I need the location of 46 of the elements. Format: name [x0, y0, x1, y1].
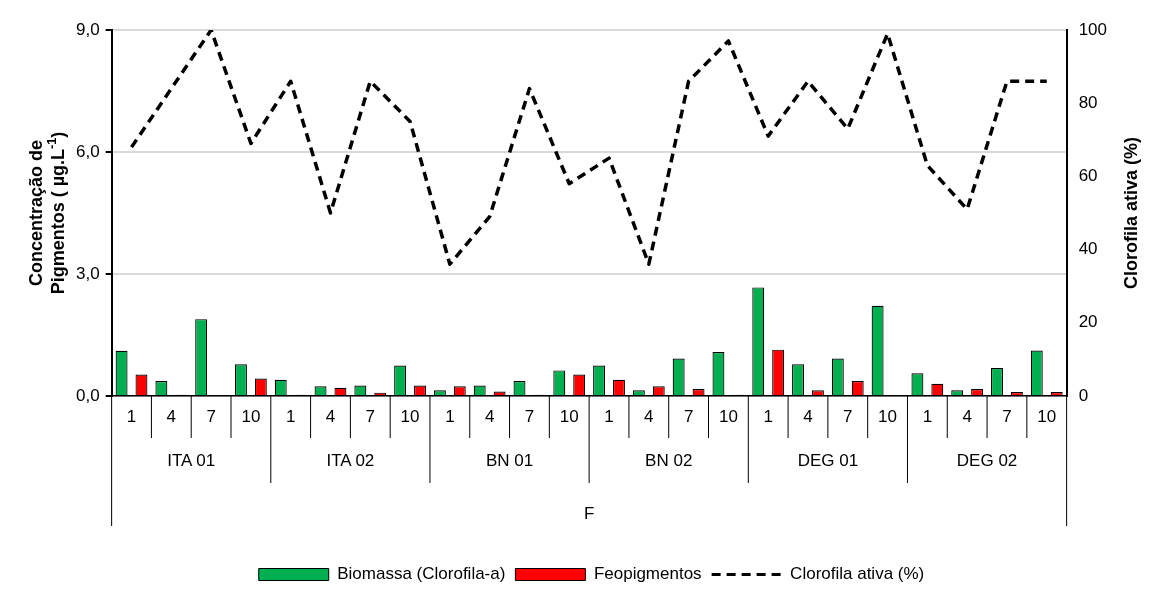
- x-tick-label: 7: [843, 406, 853, 426]
- y-tick-label: 9,0: [75, 19, 100, 39]
- line-series: [129, 30, 1049, 266]
- x-tick-label: 10: [400, 406, 420, 426]
- y2-tick-label: 60: [1078, 166, 1098, 186]
- text: DEG 01: [797, 450, 859, 470]
- y-tick-label: 0,0: [75, 385, 100, 405]
- x-tick-label: 7: [206, 406, 216, 426]
- x-tick-label: 7: [524, 406, 535, 426]
- x-tick-label: 1: [445, 406, 455, 426]
- x-tick-label: 4: [325, 406, 336, 426]
- x-tick-label: 1: [126, 406, 137, 426]
- text: BN 01: [485, 450, 534, 470]
- text: ITA 01: [167, 450, 216, 470]
- x-tick-label: 4: [484, 406, 495, 426]
- x-tick-label: 10: [878, 406, 898, 426]
- x-tick-label: 1: [763, 406, 773, 426]
- y2-tick-label: 100: [1078, 19, 1108, 39]
- text: ITA 02: [326, 450, 375, 470]
- x-tick-label: 7: [365, 406, 376, 426]
- x-tick-label: 4: [962, 406, 972, 426]
- y2-tick-label: 0: [1078, 385, 1089, 405]
- x-tick-label: 10: [241, 406, 261, 426]
- x-tick-label: 10: [718, 406, 738, 426]
- legend-label: Clorofila ativa (%): [790, 564, 925, 584]
- x-tick-label: 4: [803, 406, 813, 426]
- y2-tick-label: 20: [1078, 312, 1098, 332]
- x-tick-label: 1: [604, 406, 614, 426]
- x-tick-label: 4: [644, 406, 654, 426]
- x-tick-label: 4: [166, 406, 177, 426]
- x-tick-label: 1: [285, 406, 296, 426]
- text: BN 02: [645, 450, 693, 470]
- legend-label: Biomassa (Clorofila-a): [337, 564, 506, 584]
- x-tick-label: 7: [683, 406, 694, 426]
- y-tick-label: 3,0: [75, 263, 100, 283]
- y2-axis-title: Clorofila ativa (%): [1120, 136, 1141, 290]
- x-axis-title: F: [583, 503, 595, 523]
- y-tick-label: 6,0: [75, 141, 100, 161]
- x-tick-label: 7: [1002, 406, 1012, 426]
- x-tick-label: 10: [559, 406, 579, 426]
- y2-tick-label: 40: [1078, 239, 1098, 259]
- x-tick-label: 10: [1037, 406, 1057, 426]
- y2-tick-label: 80: [1078, 92, 1098, 112]
- text: DEG 02: [956, 450, 1018, 470]
- legend-label: Feopigmentos: [593, 564, 702, 584]
- x-tick-label: 1: [922, 406, 933, 426]
